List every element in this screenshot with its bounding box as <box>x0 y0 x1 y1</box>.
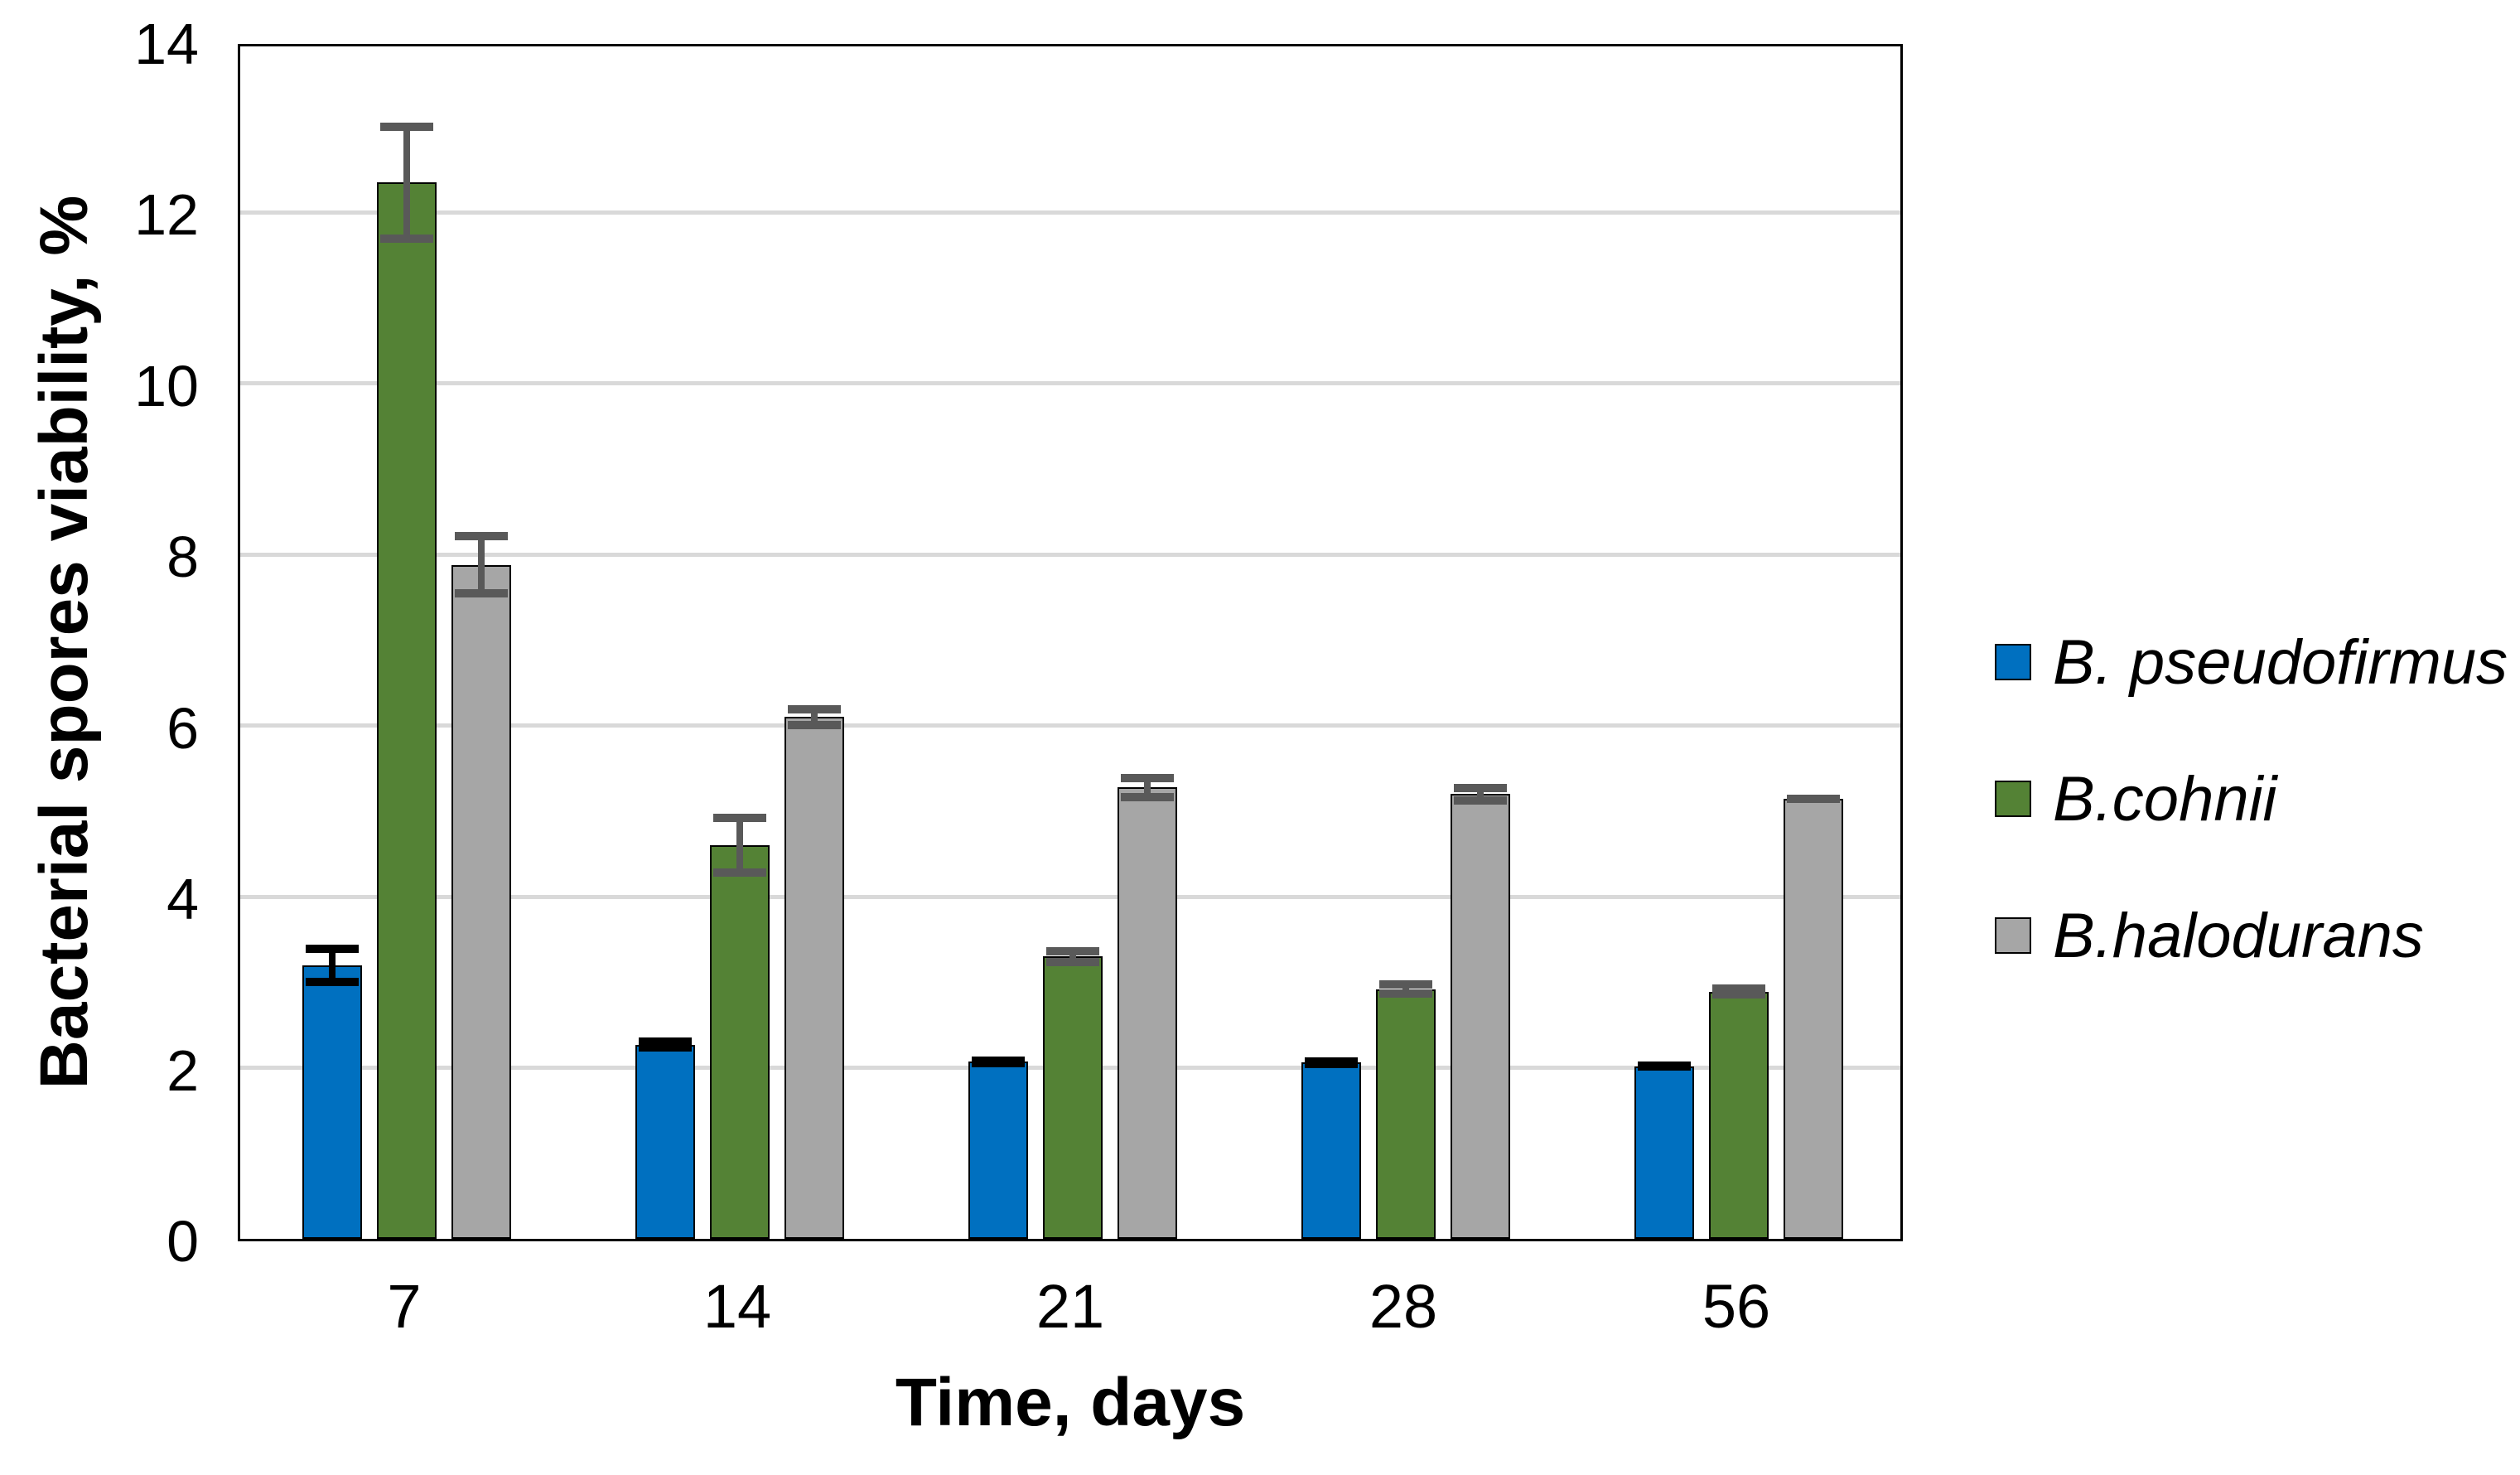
bar-b-cohnii-day-28 <box>1376 989 1436 1239</box>
x-axis-title: Time, days <box>895 1365 1246 1440</box>
error-bar-cap-top <box>713 814 766 823</box>
legend-item-b-pseudofirmus: B. pseudofirmus <box>1995 626 2508 698</box>
error-bar-b-pseudofirmus-day-21 <box>972 1057 1025 1067</box>
error-bar-cap-bottom <box>639 1042 692 1052</box>
x-tick-label-7: 7 <box>387 1272 422 1341</box>
legend-label-b-pseudofirmus: B. pseudofirmus <box>2053 626 2508 698</box>
error-bar-cap-top <box>455 532 508 541</box>
bar-b-pseudofirmus-day-28 <box>1301 1062 1361 1239</box>
legend-label-b-halodurans: B.halodurans <box>2053 900 2424 971</box>
legend-swatch-b-pseudofirmus <box>1995 644 2031 680</box>
error-bar-cap-bottom <box>713 868 766 878</box>
error-bar-stem <box>478 532 485 597</box>
bar-b-halodurans-day-56 <box>1784 799 1843 1239</box>
error-bar-cap-top <box>788 704 841 713</box>
legend-item-b-cohnii: B.cohnii <box>1995 763 2508 834</box>
error-bar-stem <box>1144 773 1151 801</box>
legend-swatch-b-cohnii <box>1995 781 2031 817</box>
bar-b-halodurans-day-28 <box>1451 794 1510 1239</box>
error-bar-b-cohnii-day-56 <box>1712 984 1765 999</box>
error-bar-b-halodurans-day-21 <box>1121 773 1174 801</box>
error-bar-stem <box>1477 783 1484 805</box>
bar-b-halodurans-day-14 <box>784 717 844 1239</box>
error-bar-cap-bottom <box>1121 792 1174 801</box>
bar-b-halodurans-day-7 <box>451 564 511 1239</box>
error-bar-b-halodurans-day-28 <box>1454 783 1507 805</box>
gridline-y-4 <box>240 894 1900 899</box>
error-bar-stem <box>811 704 818 729</box>
error-bar-cap-bottom <box>306 977 359 986</box>
y-tick-label-4: 4 <box>167 867 199 932</box>
legend: B. pseudofirmus B.cohnii B.halodurans <box>1995 626 2508 1038</box>
error-bar-stem <box>329 944 336 986</box>
error-bar-cap-bottom <box>972 1058 1025 1067</box>
error-bar-cap-top <box>1379 980 1432 989</box>
error-bar-cap-top <box>1121 773 1174 782</box>
error-bar-cap-bottom <box>1712 989 1765 999</box>
bar-b-pseudofirmus-day-14 <box>635 1044 695 1239</box>
error-bar-cap-bottom <box>1046 957 1099 966</box>
gridline-y-12 <box>240 210 1900 215</box>
error-bar-cap-top <box>306 944 359 953</box>
error-bar-cap-bottom <box>788 720 841 729</box>
error-bar-cap-bottom <box>380 234 433 243</box>
y-tick-label-0: 0 <box>167 1209 199 1274</box>
error-bar-stem <box>403 123 410 243</box>
bar-b-pseudofirmus-day-56 <box>1634 1066 1694 1239</box>
error-bar-b-cohnii-day-7 <box>380 123 433 243</box>
error-bar-cap-top <box>380 123 433 132</box>
y-axis-tick-labels: 0 2 4 6 8 10 12 14 <box>0 14 199 1271</box>
x-tick-label-14: 14 <box>702 1272 772 1341</box>
error-bar-cap-bottom <box>1305 1059 1358 1068</box>
y-tick-label-10: 10 <box>134 353 199 418</box>
gridline-y-8 <box>240 552 1900 557</box>
bar-b-cohnii-day-7 <box>377 182 437 1239</box>
x-tick-label-56: 56 <box>1702 1272 1771 1341</box>
error-bar-b-cohnii-day-28 <box>1379 980 1432 998</box>
error-bar-b-pseudofirmus-day-28 <box>1305 1057 1358 1068</box>
error-bar-cap-bottom <box>1638 1062 1691 1071</box>
error-bar-b-cohnii-day-14 <box>713 814 766 878</box>
plot-area <box>238 44 1903 1241</box>
y-tick-label-12: 12 <box>134 182 199 248</box>
y-tick-label-6: 6 <box>167 695 199 761</box>
gridline-y-10 <box>240 381 1900 386</box>
error-bar-b-pseudofirmus-day-7 <box>306 944 359 986</box>
error-bar-b-cohnii-day-21 <box>1046 947 1099 966</box>
error-bar-cap-bottom <box>1787 794 1840 803</box>
error-bar-b-pseudofirmus-day-56 <box>1638 1062 1691 1071</box>
x-tick-label-28: 28 <box>1369 1272 1438 1341</box>
error-bar-cap-bottom <box>455 588 508 597</box>
legend-item-b-halodurans: B.halodurans <box>1995 900 2508 971</box>
legend-label-b-cohnii: B.cohnii <box>2053 763 2277 834</box>
y-tick-label-14: 14 <box>134 12 199 76</box>
bar-b-cohnii-day-21 <box>1043 956 1103 1239</box>
error-bar-cap-top <box>1046 947 1099 956</box>
error-bar-b-halodurans-day-7 <box>455 532 508 597</box>
bar-b-cohnii-day-56 <box>1709 991 1769 1239</box>
error-bar-cap-bottom <box>1454 796 1507 805</box>
bar-b-pseudofirmus-day-7 <box>302 965 362 1239</box>
bar-b-pseudofirmus-day-21 <box>968 1062 1028 1239</box>
x-tick-label-21: 21 <box>1036 1272 1105 1341</box>
error-bar-cap-bottom <box>1379 989 1432 998</box>
bar-b-halodurans-day-21 <box>1118 787 1177 1239</box>
bar-b-cohnii-day-14 <box>710 845 770 1239</box>
y-tick-label-8: 8 <box>167 525 199 590</box>
error-bar-cap-top <box>1712 984 1765 994</box>
error-bar-cap-top <box>639 1037 692 1047</box>
y-tick-label-2: 2 <box>167 1037 199 1103</box>
error-bar-stem <box>1069 947 1076 966</box>
legend-swatch-b-halodurans <box>1995 917 2031 954</box>
error-bar-b-halodurans-day-56 <box>1787 794 1840 803</box>
error-bar-b-halodurans-day-14 <box>788 704 841 729</box>
error-bar-stem <box>1402 980 1409 998</box>
error-bar-b-pseudofirmus-day-14 <box>639 1037 692 1052</box>
error-bar-cap-top <box>1454 783 1507 792</box>
error-bar-stem <box>736 814 743 878</box>
gridline-y-6 <box>240 723 1900 728</box>
